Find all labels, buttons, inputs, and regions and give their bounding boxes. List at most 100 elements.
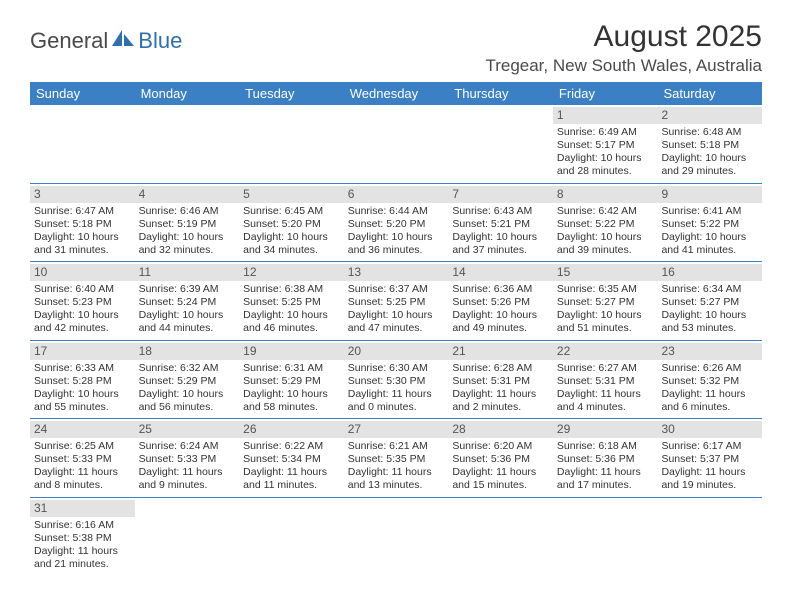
calendar-day-empty xyxy=(135,105,240,183)
sunset-text: Sunset: 5:20 PM xyxy=(348,218,445,231)
day-number: 23 xyxy=(657,343,762,360)
daylight-text: and 39 minutes. xyxy=(557,244,654,257)
daylight-text: Daylight: 10 hours xyxy=(139,231,236,244)
day-number: 29 xyxy=(553,421,658,438)
daylight-text: Daylight: 11 hours xyxy=(243,466,340,479)
day-number: 8 xyxy=(553,186,658,203)
daylight-text: Daylight: 10 hours xyxy=(452,309,549,322)
calendar-day-empty xyxy=(344,105,449,183)
calendar-day-empty xyxy=(30,105,135,183)
daylight-text: and 36 minutes. xyxy=(348,244,445,257)
calendar-day: 13Sunrise: 6:37 AMSunset: 5:25 PMDayligh… xyxy=(344,262,449,340)
calendar-day: 28Sunrise: 6:20 AMSunset: 5:36 PMDayligh… xyxy=(448,419,553,497)
day-number: 31 xyxy=(30,500,135,517)
calendar-day: 16Sunrise: 6:34 AMSunset: 5:27 PMDayligh… xyxy=(657,262,762,340)
daylight-text: and 0 minutes. xyxy=(348,401,445,414)
calendar-day: 11Sunrise: 6:39 AMSunset: 5:24 PMDayligh… xyxy=(135,262,240,340)
day-header: Thursday xyxy=(448,82,553,105)
day-number: 27 xyxy=(344,421,449,438)
daylight-text: and 46 minutes. xyxy=(243,322,340,335)
day-number: 28 xyxy=(448,421,553,438)
day-number: 26 xyxy=(239,421,344,438)
day-number: 15 xyxy=(553,264,658,281)
sunset-text: Sunset: 5:24 PM xyxy=(139,296,236,309)
daylight-text: Daylight: 11 hours xyxy=(557,388,654,401)
daylight-text: and 11 minutes. xyxy=(243,479,340,492)
day-number: 19 xyxy=(239,343,344,360)
sunrise-text: Sunrise: 6:39 AM xyxy=(139,283,236,296)
calendar-day: 4Sunrise: 6:46 AMSunset: 5:19 PMDaylight… xyxy=(135,184,240,262)
daylight-text: Daylight: 10 hours xyxy=(557,152,654,165)
daylight-text: Daylight: 10 hours xyxy=(34,388,131,401)
calendar: Sunday Monday Tuesday Wednesday Thursday… xyxy=(30,82,762,575)
sunrise-text: Sunrise: 6:22 AM xyxy=(243,440,340,453)
sunset-text: Sunset: 5:25 PM xyxy=(243,296,340,309)
sunrise-text: Sunrise: 6:21 AM xyxy=(348,440,445,453)
daylight-text: Daylight: 10 hours xyxy=(139,388,236,401)
calendar-day: 12Sunrise: 6:38 AMSunset: 5:25 PMDayligh… xyxy=(239,262,344,340)
day-number: 1 xyxy=(553,107,658,124)
sunset-text: Sunset: 5:31 PM xyxy=(557,375,654,388)
sunrise-text: Sunrise: 6:36 AM xyxy=(452,283,549,296)
calendar-week: 10Sunrise: 6:40 AMSunset: 5:23 PMDayligh… xyxy=(30,262,762,341)
sunset-text: Sunset: 5:19 PM xyxy=(139,218,236,231)
calendar-day: 31Sunrise: 6:16 AMSunset: 5:38 PMDayligh… xyxy=(30,498,135,576)
calendar-day: 19Sunrise: 6:31 AMSunset: 5:29 PMDayligh… xyxy=(239,341,344,419)
sunrise-text: Sunrise: 6:24 AM xyxy=(139,440,236,453)
sunset-text: Sunset: 5:35 PM xyxy=(348,453,445,466)
sunset-text: Sunset: 5:18 PM xyxy=(34,218,131,231)
day-number: 21 xyxy=(448,343,553,360)
calendar-day: 14Sunrise: 6:36 AMSunset: 5:26 PMDayligh… xyxy=(448,262,553,340)
calendar-day: 25Sunrise: 6:24 AMSunset: 5:33 PMDayligh… xyxy=(135,419,240,497)
daylight-text: and 4 minutes. xyxy=(557,401,654,414)
sunset-text: Sunset: 5:29 PM xyxy=(139,375,236,388)
sunset-text: Sunset: 5:30 PM xyxy=(348,375,445,388)
daylight-text: and 28 minutes. xyxy=(557,165,654,178)
daylight-text: and 58 minutes. xyxy=(243,401,340,414)
sunrise-text: Sunrise: 6:48 AM xyxy=(661,126,758,139)
sunrise-text: Sunrise: 6:42 AM xyxy=(557,205,654,218)
calendar-day: 7Sunrise: 6:43 AMSunset: 5:21 PMDaylight… xyxy=(448,184,553,262)
day-number: 22 xyxy=(553,343,658,360)
daylight-text: and 6 minutes. xyxy=(661,401,758,414)
calendar-day-empty xyxy=(239,498,344,576)
sunrise-text: Sunrise: 6:25 AM xyxy=(34,440,131,453)
sunrise-text: Sunrise: 6:49 AM xyxy=(557,126,654,139)
daylight-text: Daylight: 11 hours xyxy=(452,466,549,479)
day-number: 6 xyxy=(344,186,449,203)
daylight-text: Daylight: 11 hours xyxy=(348,388,445,401)
daylight-text: Daylight: 10 hours xyxy=(557,231,654,244)
calendar-day: 17Sunrise: 6:33 AMSunset: 5:28 PMDayligh… xyxy=(30,341,135,419)
logo: General Blue xyxy=(30,28,182,54)
calendar-day: 23Sunrise: 6:26 AMSunset: 5:32 PMDayligh… xyxy=(657,341,762,419)
daylight-text: Daylight: 10 hours xyxy=(34,309,131,322)
calendar-day-empty xyxy=(553,498,658,576)
sunset-text: Sunset: 5:21 PM xyxy=(452,218,549,231)
daylight-text: and 55 minutes. xyxy=(34,401,131,414)
calendar-week: 24Sunrise: 6:25 AMSunset: 5:33 PMDayligh… xyxy=(30,419,762,498)
calendar-day: 15Sunrise: 6:35 AMSunset: 5:27 PMDayligh… xyxy=(553,262,658,340)
location-label: Tregear, New South Wales, Australia xyxy=(485,56,762,76)
calendar-day: 3Sunrise: 6:47 AMSunset: 5:18 PMDaylight… xyxy=(30,184,135,262)
day-number: 2 xyxy=(657,107,762,124)
daylight-text: and 2 minutes. xyxy=(452,401,549,414)
day-number: 9 xyxy=(657,186,762,203)
calendar-day: 21Sunrise: 6:28 AMSunset: 5:31 PMDayligh… xyxy=(448,341,553,419)
sunset-text: Sunset: 5:22 PM xyxy=(661,218,758,231)
calendar-day: 6Sunrise: 6:44 AMSunset: 5:20 PMDaylight… xyxy=(344,184,449,262)
sunrise-text: Sunrise: 6:45 AM xyxy=(243,205,340,218)
sunset-text: Sunset: 5:33 PM xyxy=(34,453,131,466)
logo-text-1: General xyxy=(30,28,108,54)
daylight-text: Daylight: 10 hours xyxy=(661,152,758,165)
sunset-text: Sunset: 5:37 PM xyxy=(661,453,758,466)
day-number: 17 xyxy=(30,343,135,360)
sunrise-text: Sunrise: 6:34 AM xyxy=(661,283,758,296)
day-number: 13 xyxy=(344,264,449,281)
calendar-day: 26Sunrise: 6:22 AMSunset: 5:34 PMDayligh… xyxy=(239,419,344,497)
sunrise-text: Sunrise: 6:28 AM xyxy=(452,362,549,375)
calendar-day: 24Sunrise: 6:25 AMSunset: 5:33 PMDayligh… xyxy=(30,419,135,497)
sunset-text: Sunset: 5:20 PM xyxy=(243,218,340,231)
sunrise-text: Sunrise: 6:46 AM xyxy=(139,205,236,218)
day-header: Friday xyxy=(553,82,658,105)
daylight-text: Daylight: 10 hours xyxy=(34,231,131,244)
